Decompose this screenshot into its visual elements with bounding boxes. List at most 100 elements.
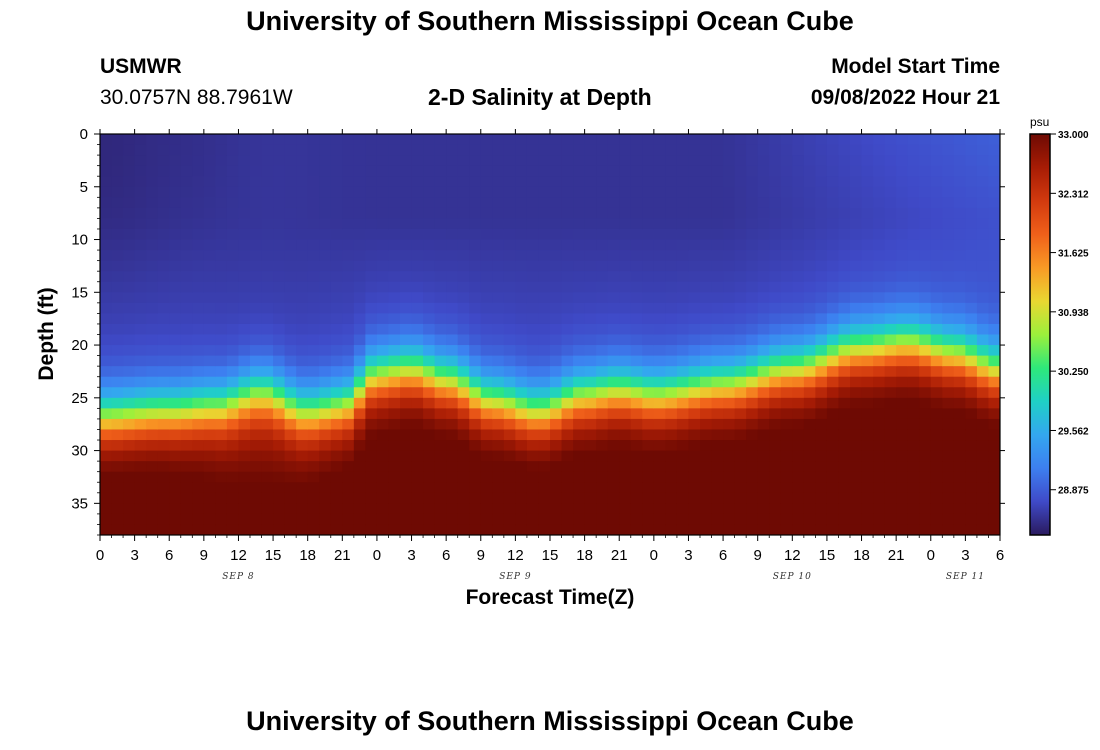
heatmap-cell xyxy=(826,482,840,494)
heatmap-cell xyxy=(446,440,459,452)
heatmap-cell xyxy=(446,186,459,198)
heatmap-cell xyxy=(411,355,424,367)
heatmap-cell xyxy=(238,461,251,473)
heatmap-cell xyxy=(965,334,978,346)
heatmap-cell xyxy=(400,144,413,156)
heatmap-cell xyxy=(492,176,505,188)
heatmap-cell xyxy=(688,271,701,283)
heatmap-cell xyxy=(192,260,205,272)
heatmap-cell xyxy=(953,134,966,146)
heatmap-cell xyxy=(653,376,666,388)
heatmap-cell xyxy=(238,450,251,462)
heatmap-cell xyxy=(826,176,840,188)
heatmap-cell xyxy=(273,418,286,431)
heatmap-cell xyxy=(550,186,563,198)
heatmap-cell xyxy=(215,186,228,198)
heatmap-cell xyxy=(884,450,897,462)
heatmap-cell xyxy=(515,186,528,198)
heatmap-cell xyxy=(873,492,886,504)
heatmap-cell xyxy=(630,471,643,483)
heatmap-cell xyxy=(342,176,355,188)
heatmap-cell xyxy=(503,418,516,431)
heatmap-cell xyxy=(492,387,505,399)
heatmap-cell xyxy=(550,450,563,462)
heatmap-cell xyxy=(342,323,355,336)
heatmap-cell xyxy=(503,482,516,494)
heatmap-cell xyxy=(838,503,851,515)
heatmap-cell xyxy=(607,250,620,262)
heatmap-cell xyxy=(769,260,782,272)
heatmap-cell xyxy=(273,313,286,325)
heatmap-cell xyxy=(734,482,747,494)
heatmap-cell xyxy=(873,345,886,357)
heatmap-cell xyxy=(850,334,863,346)
heatmap-cell xyxy=(861,228,874,241)
heatmap-cell xyxy=(596,197,609,209)
heatmap-cell xyxy=(584,186,597,198)
heatmap-cell xyxy=(919,271,932,283)
x-tick-label: 0 xyxy=(96,547,104,564)
heatmap-cell xyxy=(723,492,736,504)
heatmap-cell xyxy=(296,250,309,262)
heatmap-cell xyxy=(550,366,563,378)
heatmap-cell xyxy=(284,450,297,462)
heatmap-cell xyxy=(919,134,932,146)
heatmap-cell xyxy=(296,408,309,420)
heatmap-cell xyxy=(146,144,159,156)
heatmap-cell xyxy=(538,397,551,409)
heatmap-cell xyxy=(596,387,609,399)
heatmap-cell xyxy=(965,186,978,198)
heatmap-cell xyxy=(192,376,205,388)
heatmap-cell xyxy=(584,450,597,462)
heatmap-cell xyxy=(619,429,632,441)
heatmap-cell xyxy=(146,281,159,293)
heatmap-cell xyxy=(469,218,482,230)
heatmap-cell xyxy=(192,218,205,230)
x-tick-label: 6 xyxy=(996,547,1004,564)
heatmap-cell xyxy=(584,271,597,283)
heatmap-cell xyxy=(538,418,551,431)
heatmap-cell xyxy=(526,345,540,357)
heatmap-cell xyxy=(965,165,978,177)
heatmap-cell xyxy=(480,482,493,494)
heatmap-cell xyxy=(596,345,609,357)
heatmap-cell xyxy=(457,376,470,388)
heatmap-cell xyxy=(146,366,159,378)
heatmap-cell xyxy=(919,218,932,230)
heatmap-cell xyxy=(700,492,713,504)
heatmap-cell xyxy=(826,134,840,146)
heatmap-cell xyxy=(203,376,216,388)
heatmap-cell xyxy=(700,524,713,535)
heatmap-cell xyxy=(400,524,413,535)
heatmap-cell xyxy=(896,513,909,526)
heatmap-cell xyxy=(642,281,655,293)
heatmap-cell xyxy=(342,239,355,251)
heatmap-cell xyxy=(607,482,620,494)
heatmap-cell xyxy=(965,345,978,357)
heatmap-cell xyxy=(388,355,401,367)
heatmap-cell xyxy=(307,165,320,177)
heatmap-cell xyxy=(676,397,690,409)
heatmap-cell xyxy=(700,366,713,378)
heatmap-cell xyxy=(157,197,170,209)
heatmap-cell xyxy=(976,387,990,399)
heatmap-cell xyxy=(746,471,759,483)
heatmap-cell xyxy=(792,134,805,146)
heatmap-cell xyxy=(388,313,401,325)
heatmap-cell xyxy=(723,482,736,494)
heatmap-cell xyxy=(584,134,597,146)
heatmap-cell xyxy=(376,271,390,283)
heatmap-cell xyxy=(376,218,390,230)
heatmap-cell xyxy=(180,313,193,325)
heatmap-cell xyxy=(688,323,701,336)
heatmap-cell xyxy=(861,260,874,272)
heatmap-cell xyxy=(492,165,505,177)
heatmap-cell xyxy=(573,387,586,399)
heatmap-cell xyxy=(400,207,413,220)
heatmap-cell xyxy=(700,429,713,441)
heatmap-cell xyxy=(307,207,320,220)
heatmap-cell xyxy=(238,429,251,441)
heatmap-cells xyxy=(100,134,1000,535)
heatmap-cell xyxy=(411,492,424,504)
heatmap-cell xyxy=(630,165,643,177)
